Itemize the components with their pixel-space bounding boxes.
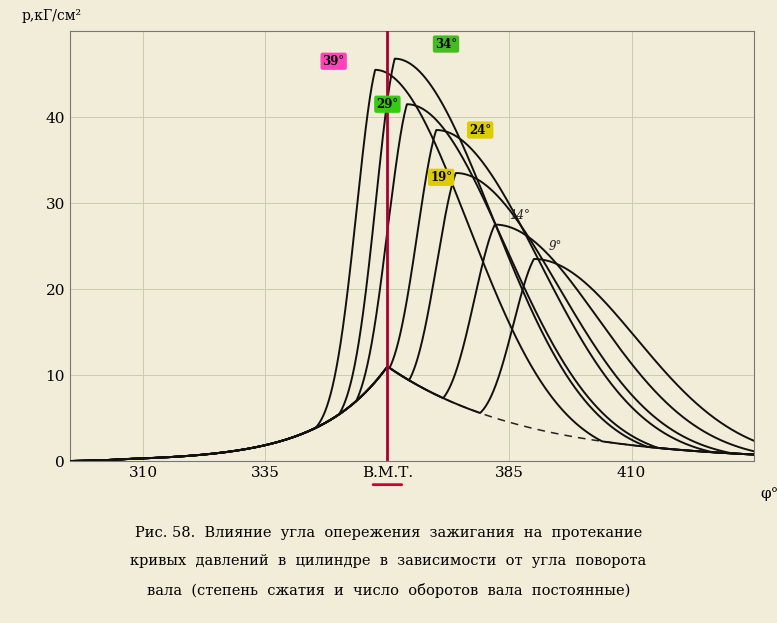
Text: 14°: 14° — [510, 209, 531, 222]
Text: 29°: 29° — [376, 98, 399, 111]
Text: вала  (степень  сжатия  и  число  оборотов  вала  постоянные): вала (степень сжатия и число оборотов ва… — [147, 583, 630, 597]
Text: φ°: φ° — [761, 487, 777, 501]
Text: 9°: 9° — [549, 240, 562, 252]
Text: 19°: 19° — [430, 171, 452, 184]
Text: 24°: 24° — [469, 123, 491, 136]
Text: кривых  давлений  в  цилиндре  в  зависимости  от  угла  поворота: кривых давлений в цилиндре в зависимости… — [131, 554, 646, 568]
Text: 39°: 39° — [322, 55, 345, 68]
Text: Рис. 58.  Влияние  угла  опережения  зажигания  на  протекание: Рис. 58. Влияние угла опережения зажиган… — [135, 526, 642, 540]
Text: 34°: 34° — [435, 37, 457, 50]
Text: p,кГ/см²: p,кГ/см² — [22, 9, 82, 22]
